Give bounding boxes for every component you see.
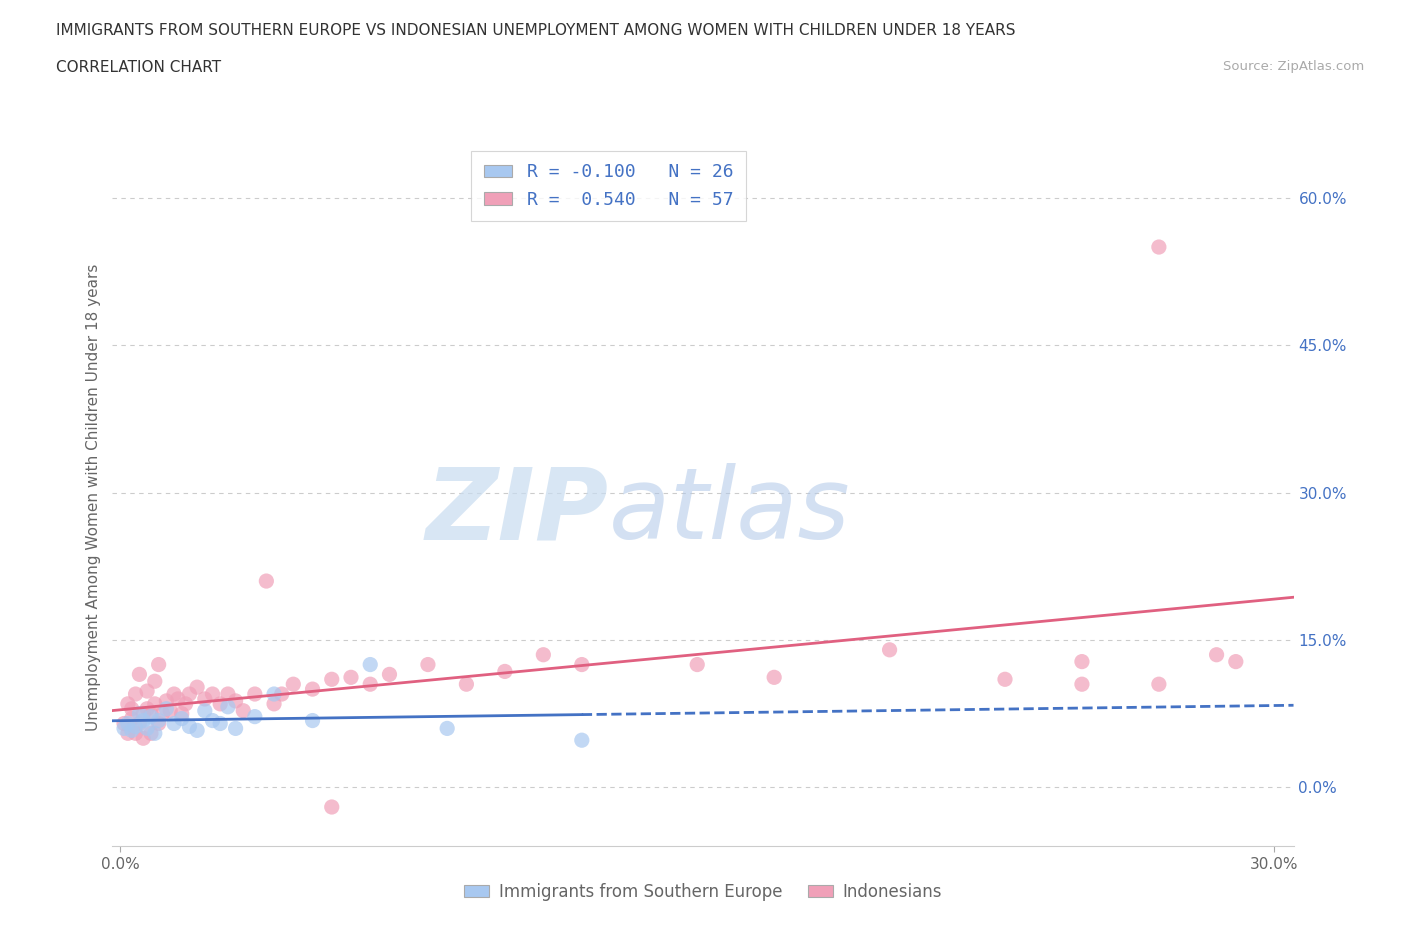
Point xyxy=(143,726,166,741)
Point xyxy=(139,726,162,741)
Point xyxy=(148,716,170,731)
Point xyxy=(263,697,285,711)
Point xyxy=(132,731,155,746)
Point xyxy=(143,674,166,689)
Point xyxy=(232,703,254,718)
Point xyxy=(436,721,458,736)
Point xyxy=(117,716,139,731)
Point xyxy=(128,667,150,682)
Point xyxy=(174,697,197,711)
Point xyxy=(159,703,181,718)
Point xyxy=(136,684,159,698)
Point xyxy=(217,686,239,701)
Point xyxy=(179,719,201,734)
Point xyxy=(163,686,186,701)
Point xyxy=(1071,654,1094,669)
Point xyxy=(170,706,193,721)
Point xyxy=(225,721,247,736)
Text: ZIP: ZIP xyxy=(426,463,609,560)
Point xyxy=(686,658,709,672)
Point xyxy=(531,647,554,662)
Point xyxy=(128,716,150,731)
Point xyxy=(270,686,292,701)
Point xyxy=(571,733,593,748)
Y-axis label: Unemployment Among Women with Children Under 18 years: Unemployment Among Women with Children U… xyxy=(86,264,101,731)
Point xyxy=(763,670,786,684)
Point xyxy=(128,706,150,721)
Point xyxy=(494,664,516,679)
Point xyxy=(132,706,155,721)
Point xyxy=(136,701,159,716)
Text: IMMIGRANTS FROM SOUTHERN EUROPE VS INDONESIAN UNEMPLOYMENT AMONG WOMEN WITH CHIL: IMMIGRANTS FROM SOUTHERN EUROPE VS INDON… xyxy=(56,23,1015,38)
Point xyxy=(1071,677,1094,692)
Point xyxy=(879,643,901,658)
Point xyxy=(994,671,1017,686)
Point xyxy=(321,671,343,686)
Point xyxy=(124,719,146,734)
Point xyxy=(121,711,143,726)
Point xyxy=(163,716,186,731)
Point xyxy=(283,677,305,692)
Point xyxy=(225,694,247,709)
Point xyxy=(186,723,208,737)
Point xyxy=(456,677,478,692)
Text: Source: ZipAtlas.com: Source: ZipAtlas.com xyxy=(1223,60,1364,73)
Point xyxy=(139,710,162,724)
Point xyxy=(112,716,135,731)
Text: atlas: atlas xyxy=(609,463,851,560)
Point xyxy=(194,692,217,707)
Text: CORRELATION CHART: CORRELATION CHART xyxy=(56,60,221,75)
Point xyxy=(1225,654,1247,669)
Point xyxy=(148,658,170,672)
Point xyxy=(124,686,146,701)
Point xyxy=(155,701,177,716)
Point xyxy=(121,701,143,716)
Point xyxy=(148,713,170,728)
Point xyxy=(194,703,217,718)
Point xyxy=(243,686,266,701)
Point xyxy=(201,686,224,701)
Point xyxy=(136,721,159,736)
Point xyxy=(301,682,323,697)
Point xyxy=(209,697,232,711)
Point xyxy=(1147,240,1170,255)
Point xyxy=(243,710,266,724)
Point xyxy=(155,694,177,709)
Point xyxy=(179,686,201,701)
Point xyxy=(117,697,139,711)
Point xyxy=(263,686,285,701)
Point xyxy=(321,800,343,815)
Point xyxy=(112,721,135,736)
Point xyxy=(117,726,139,741)
Point xyxy=(139,706,162,721)
Point xyxy=(132,713,155,728)
Point xyxy=(254,574,277,589)
Point xyxy=(359,658,381,672)
Point xyxy=(167,692,190,707)
Legend: Immigrants from Southern Europe, Indonesians: Immigrants from Southern Europe, Indones… xyxy=(457,876,949,908)
Point xyxy=(1205,647,1227,662)
Point xyxy=(201,713,224,728)
Point xyxy=(416,658,439,672)
Point xyxy=(378,667,401,682)
Point xyxy=(143,697,166,711)
Point xyxy=(340,670,363,684)
Point xyxy=(217,699,239,714)
Point xyxy=(301,713,323,728)
Point xyxy=(124,726,146,741)
Point xyxy=(170,711,193,726)
Point xyxy=(209,716,232,731)
Point xyxy=(359,677,381,692)
Point xyxy=(571,658,593,672)
Point xyxy=(1147,677,1170,692)
Point xyxy=(186,680,208,695)
Point xyxy=(121,723,143,737)
Point xyxy=(152,706,174,721)
